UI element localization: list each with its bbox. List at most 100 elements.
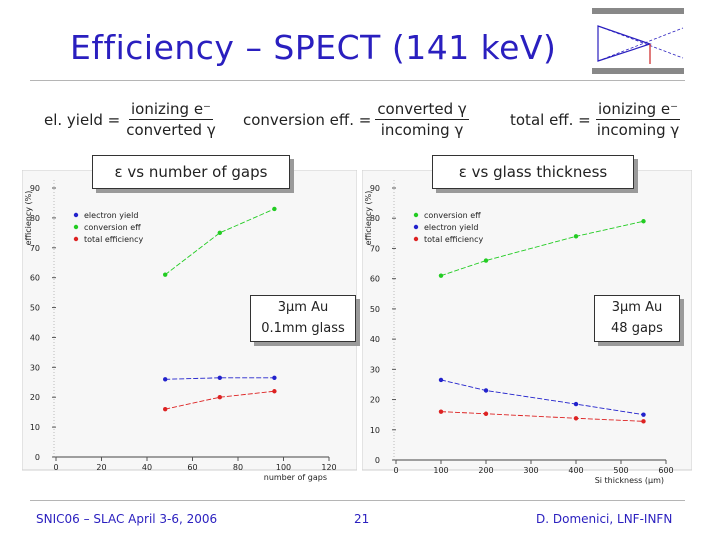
data-point	[438, 377, 444, 383]
detector-line-2	[597, 27, 684, 62]
formula-total-eff-lhs: total eff. =	[510, 110, 591, 129]
slide-title: Efficiency – SPECT (141 keV)	[70, 28, 557, 67]
right-note-line-1: 3μm Au	[611, 300, 663, 315]
legend-label: conversion eff	[424, 211, 481, 220]
y-tick-label: 40	[370, 335, 380, 344]
y-tick-label: 40	[30, 333, 40, 342]
y-tick-label: 10	[370, 426, 380, 435]
formula-el-yield-den: converted γ	[126, 121, 216, 139]
y-tick-label: 20	[30, 393, 40, 402]
title-separator	[30, 80, 685, 81]
legend-marker	[73, 224, 79, 230]
data-point	[641, 419, 646, 424]
formula-total-eff-fraction: ionizing e⁻ incoming γ	[595, 100, 682, 139]
x-tick-label: 300	[523, 466, 538, 475]
y-tick-label: 0	[35, 453, 40, 462]
x-tick-label: 100	[433, 466, 448, 475]
series-line	[164, 208, 275, 276]
data-point	[163, 377, 168, 382]
x-tick-label: 20	[96, 463, 106, 472]
x-axis-label: Si thickness (μm)	[595, 476, 664, 485]
left-note-line-2: 0.1mm glass	[261, 321, 345, 336]
legend-marker	[413, 212, 419, 218]
right-plot-label: ε vs glass thickness	[432, 155, 634, 189]
formula-el-yield-lhs: el. yield =	[44, 110, 121, 129]
data-point	[272, 206, 277, 212]
y-tick-label: 30	[30, 363, 40, 372]
detector-top-plate	[592, 8, 684, 14]
formula-total-eff-den: incoming γ	[596, 121, 680, 139]
data-point	[272, 375, 277, 380]
data-point	[483, 411, 489, 416]
left-plot-note: 3μm Au 0.1mm glass	[250, 295, 356, 342]
data-point	[163, 406, 168, 412]
legend-marker	[73, 236, 79, 242]
legend-label: total efficiency	[424, 235, 484, 244]
formula-conv-eff-fraction: converted γ incoming γ	[375, 100, 469, 139]
formula-el-yield-num: ionizing e⁻	[128, 100, 213, 120]
x-tick-label: 60	[187, 463, 197, 472]
data-point	[641, 219, 646, 224]
detector-diagram	[592, 8, 684, 74]
data-point	[483, 388, 489, 393]
y-tick-label: 80	[370, 214, 380, 223]
y-tick-label: 80	[30, 214, 40, 223]
series-line	[440, 411, 644, 422]
data-point	[573, 416, 579, 421]
detector-cone	[597, 25, 652, 62]
formula-total-eff: total eff. = ionizing e⁻ incoming γ	[510, 100, 681, 139]
page-number: 21	[354, 512, 370, 526]
data-point	[272, 389, 277, 394]
right-plot-note: 3μm Au 48 gaps	[594, 295, 680, 342]
series-line	[165, 377, 275, 380]
y-axis-label: efficiency (%)	[24, 191, 33, 246]
data-point	[217, 230, 222, 236]
series-line	[440, 379, 644, 416]
footer-separator	[30, 500, 685, 501]
formula-conv-eff: conversion eff. = converted γ incoming γ	[243, 100, 469, 139]
data-point	[483, 258, 489, 263]
x-axis-label: number of gaps	[264, 473, 327, 482]
x-tick-label: 500	[613, 466, 628, 475]
y-tick-label: 50	[30, 304, 40, 313]
formula-el-yield-fraction: ionizing e⁻ converted γ	[124, 100, 217, 139]
legend-marker	[413, 224, 419, 230]
y-tick-label: 70	[30, 244, 40, 253]
x-tick-label: 100	[276, 463, 291, 472]
x-tick-label: 80	[233, 463, 243, 472]
data-point	[641, 412, 646, 417]
data-point	[438, 409, 444, 414]
legend-label: total efficiency	[84, 235, 144, 244]
x-tick-label: 400	[568, 466, 583, 475]
footer-event: SNIC06 – SLAC April 3-6, 2006	[36, 512, 218, 526]
data-point	[217, 375, 222, 380]
data-point	[163, 272, 168, 277]
series-line	[165, 390, 275, 410]
x-tick-label: 0	[393, 466, 398, 475]
legend-label: electron yield	[84, 211, 138, 220]
x-tick-label: 600	[658, 466, 673, 475]
y-tick-label: 90	[30, 184, 40, 193]
data-point	[217, 395, 222, 400]
detector-bottom-plate	[592, 68, 684, 74]
data-point	[573, 401, 579, 407]
legend-marker	[73, 212, 79, 218]
legend-marker	[413, 236, 419, 242]
y-tick-label: 30	[370, 365, 380, 374]
y-tick-label: 10	[30, 423, 40, 432]
data-point	[573, 234, 579, 239]
legend-label: electron yield	[424, 223, 478, 232]
footer-author: D. Domenici, LNF-INFN	[536, 512, 673, 526]
formula-conv-eff-lhs: conversion eff. =	[243, 110, 372, 129]
formula-conv-eff-den: incoming γ	[380, 121, 464, 139]
y-tick-label: 20	[370, 396, 380, 405]
left-note-line-1: 3μm Au	[277, 300, 329, 315]
formula-el-yield: el. yield = ionizing e⁻ converted γ	[44, 100, 218, 139]
y-tick-label: 60	[30, 274, 40, 283]
right-note-line-2: 48 gaps	[611, 321, 663, 336]
y-tick-label: 50	[370, 305, 380, 314]
detector-line-1	[597, 25, 684, 59]
data-point	[438, 273, 444, 278]
y-axis-label: efficiency (%)	[364, 191, 373, 246]
formula-total-eff-num: ionizing e⁻	[596, 100, 681, 120]
